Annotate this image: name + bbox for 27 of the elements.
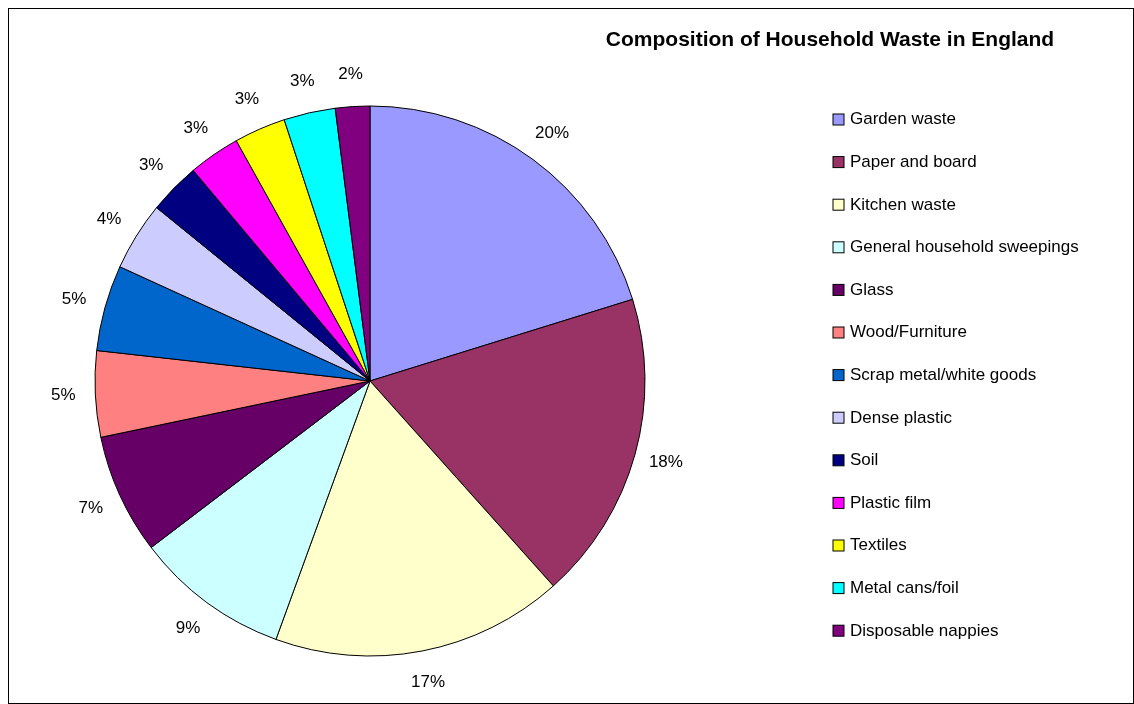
legend-label: General household sweepings (850, 237, 1079, 257)
data-label: 18% (648, 452, 683, 472)
legend-label: Textiles (850, 535, 907, 555)
legend-label: Dense plastic (850, 407, 953, 427)
data-label: 3% (138, 155, 164, 175)
legend-label: Wood/Furniture (850, 322, 967, 342)
data-label: 3% (183, 117, 209, 137)
data-label: 7% (78, 498, 104, 518)
legend-label: Glass (850, 279, 894, 299)
data-label: 3% (290, 71, 315, 91)
legend-label: Plastic film (850, 492, 932, 512)
legend-label: Scrap metal/white goods (850, 365, 1037, 385)
legend-label: Paper and board (850, 152, 977, 172)
data-label: 5% (61, 288, 87, 308)
legend-label: Soil (850, 450, 879, 470)
data-label: 3% (234, 89, 260, 109)
legend-label: Disposable nappies (850, 620, 999, 640)
data-label: 4% (96, 208, 122, 228)
data-label: 2% (338, 64, 363, 84)
data-label: 9% (175, 617, 201, 637)
legend-label: Garden waste (850, 109, 956, 129)
data-label: 17% (411, 671, 446, 691)
chart-title: Composition of Household Waste in England (605, 27, 1055, 50)
legend-label: Kitchen waste (850, 194, 956, 214)
legend-label: Metal cans/foil (850, 578, 959, 598)
data-label: 20% (535, 123, 570, 143)
data-label: 5% (51, 385, 76, 405)
